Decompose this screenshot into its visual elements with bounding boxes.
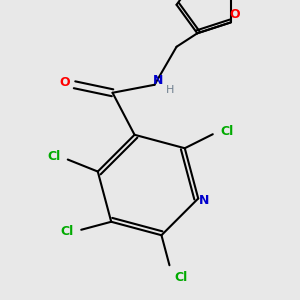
- Text: H: H: [167, 85, 175, 95]
- Text: N: N: [153, 74, 164, 87]
- Text: N: N: [199, 194, 209, 207]
- Text: Cl: Cl: [61, 225, 74, 238]
- Text: O: O: [230, 8, 240, 21]
- Text: Cl: Cl: [47, 150, 60, 163]
- Text: Cl: Cl: [175, 271, 188, 284]
- Text: Cl: Cl: [220, 125, 233, 138]
- Text: O: O: [59, 76, 70, 89]
